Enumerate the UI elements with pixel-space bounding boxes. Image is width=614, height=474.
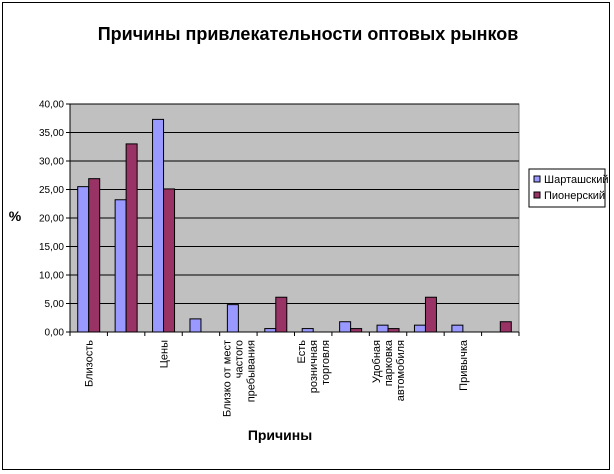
chart-title: Причины привлекательности оптовых рынков xyxy=(98,24,519,44)
bar-sharta xyxy=(451,324,464,333)
category-label: Цены xyxy=(159,340,171,368)
legend-label: Пионерский xyxy=(544,190,605,202)
bar-sharta xyxy=(152,118,165,333)
category-label: Удобная xyxy=(371,340,383,383)
bar-sharta xyxy=(264,328,277,333)
chart-frame: Причины привлекательности оптовых рынков… xyxy=(2,2,610,470)
x-axis-label: Причины xyxy=(248,427,312,443)
legend-swatch xyxy=(533,175,541,183)
bar-sharta xyxy=(189,318,202,333)
bar-sharta xyxy=(339,321,352,333)
category-label: Близко от мест xyxy=(221,340,233,417)
bar-sharta xyxy=(114,199,127,333)
category-label: Привычка xyxy=(458,339,470,391)
y-axis-label: % xyxy=(9,208,22,224)
legend-label: Шарташский xyxy=(544,174,609,186)
y-tick-label: 10,00 xyxy=(39,271,64,282)
category-label: автомобиля xyxy=(395,340,407,401)
legend-swatch xyxy=(533,191,541,199)
x-axis-ticks: Близость Цены Близко от мест частого пребыва… xyxy=(69,332,520,417)
bar-pioner xyxy=(163,188,176,333)
bar-pioner xyxy=(387,328,400,333)
y-tick-label: 30,00 xyxy=(39,157,64,168)
bar-sharta xyxy=(301,328,314,333)
category-label: парковка xyxy=(383,339,395,386)
bar-pioner xyxy=(275,296,288,333)
bar-pioner xyxy=(350,328,363,333)
bar-pioner xyxy=(125,143,138,333)
category-label: розничная xyxy=(308,340,320,393)
bar-pioner xyxy=(499,321,512,333)
chart-svg: Причины привлекательности оптовых рынков… xyxy=(9,24,609,443)
y-tick-label: 15,00 xyxy=(39,242,64,253)
y-tick-label: 25,00 xyxy=(39,185,64,196)
bar-sharta xyxy=(77,186,90,333)
category-label: Близость xyxy=(84,340,96,387)
y-tick-label: 35,00 xyxy=(39,128,64,139)
bar-pioner xyxy=(88,178,101,333)
category-label: частого xyxy=(233,340,245,378)
y-axis-ticks: 0,00 5,00 10,00 15,00 20,00 25,00 30,00 35,00 40… xyxy=(39,100,70,339)
bar-sharta xyxy=(226,304,239,333)
y-tick-label: 40,00 xyxy=(39,100,64,111)
bar-pioner xyxy=(424,296,437,333)
bar-sharta xyxy=(376,324,389,333)
y-tick-label: 20,00 xyxy=(39,214,64,225)
legend: Шарташский Пионерский xyxy=(528,168,609,208)
gridlines xyxy=(70,103,519,304)
category-label: торговля xyxy=(320,340,332,385)
bar-sharta xyxy=(413,324,426,333)
legend-box xyxy=(528,168,606,208)
y-tick-label: 5,00 xyxy=(45,299,65,310)
y-tick-label: 0,00 xyxy=(45,328,65,339)
category-label: пребывания xyxy=(245,340,257,402)
category-label: Есть xyxy=(296,340,308,364)
